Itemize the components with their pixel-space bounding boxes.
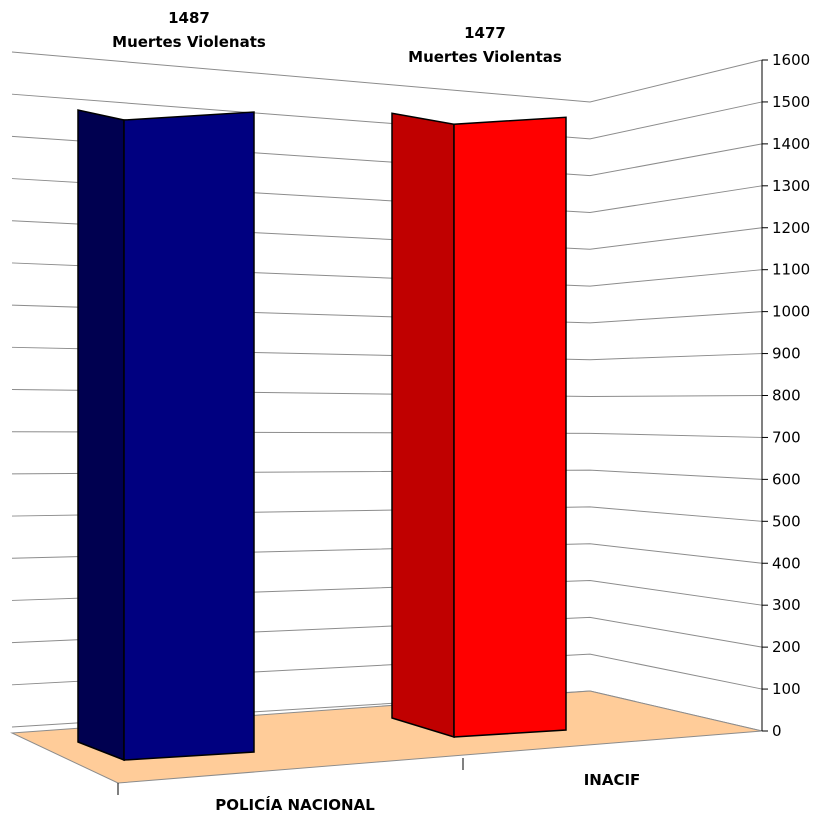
bar <box>123 111 255 761</box>
category-label: POLICÍA NACIONAL <box>215 795 375 814</box>
bar-side <box>77 109 125 762</box>
gridline <box>11 93 763 140</box>
y-tick-label: 200 <box>772 638 801 656</box>
data-label-text: Muertes Violenats <box>112 33 266 51</box>
y-tick-label: 1100 <box>772 261 810 279</box>
y-tick-label: 300 <box>772 596 801 614</box>
axis-layer <box>117 59 768 795</box>
y-tick-label: 1600 <box>772 51 810 69</box>
y-tick-label: 1000 <box>772 303 810 321</box>
bar-side <box>391 112 455 739</box>
y-tick-label: 1200 <box>772 219 810 237</box>
y-tick-label: 0 <box>772 722 782 740</box>
y-tick-label: 500 <box>772 512 801 530</box>
data-label-value: 1487 <box>168 9 210 27</box>
y-tick-label: 700 <box>772 428 801 446</box>
y-tick-label: 1300 <box>772 177 810 195</box>
y-tick-label: 400 <box>772 554 801 572</box>
y-tick-label: 1400 <box>772 135 810 153</box>
y-tick-label: 900 <box>772 345 801 363</box>
category-label: INACIF <box>584 771 641 789</box>
data-label-value: 1477 <box>464 24 506 42</box>
data-label-text: Muertes Violentas <box>408 48 562 66</box>
bar-layer <box>77 109 567 762</box>
y-tick-label: 1500 <box>772 93 810 111</box>
y-tick-label: 100 <box>772 680 801 698</box>
y-tick-label: 600 <box>772 470 801 488</box>
label-layer: 0 100 200 300 400 500 600 700 800 900 1000 1100 1200… <box>112 9 810 814</box>
bar <box>453 116 567 738</box>
gridline <box>11 51 763 103</box>
y-tick-label: 800 <box>772 387 801 405</box>
